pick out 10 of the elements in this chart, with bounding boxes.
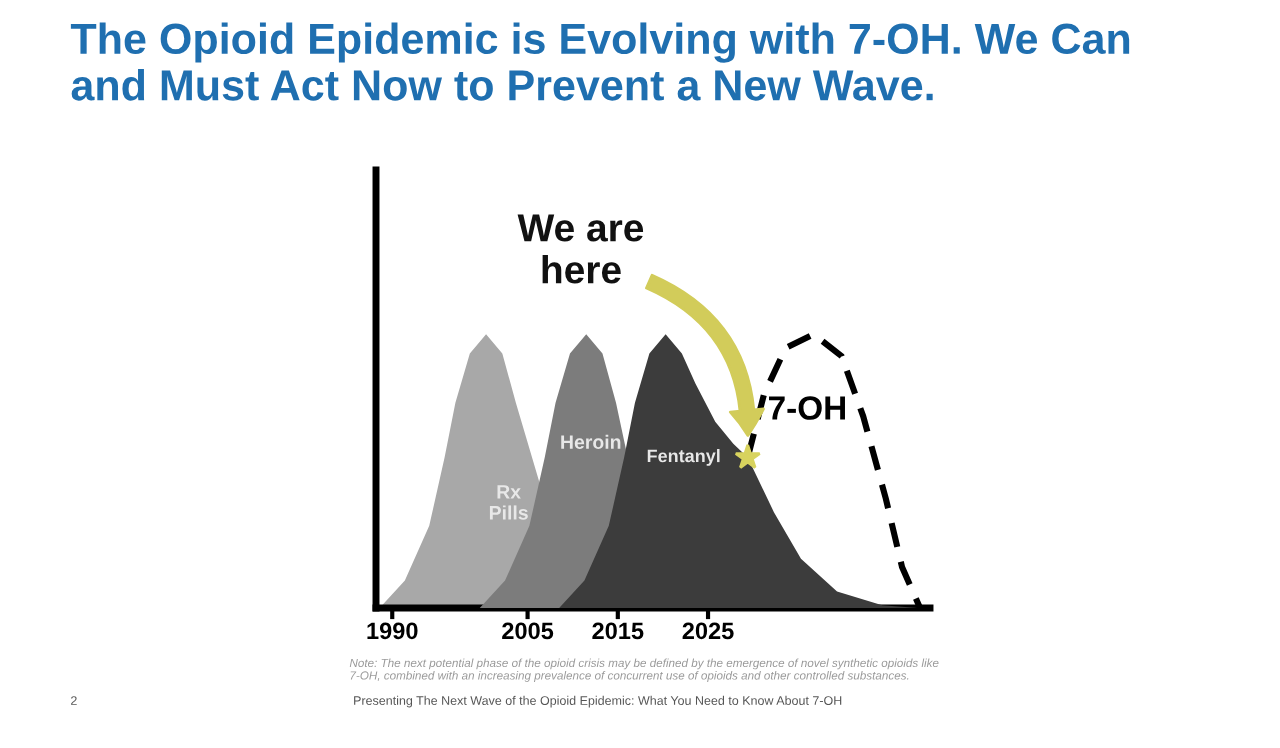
x-tick-label: 2025	[682, 622, 734, 640]
series-label: Rx Pills	[489, 485, 528, 520]
series-label: Fentanyl	[647, 449, 720, 466]
x-tick-label: 1990	[367, 622, 418, 640]
x-tick-label: 2005	[502, 622, 554, 640]
text: We are here	[517, 214, 644, 284]
series-label: Heroin	[561, 434, 621, 449]
chart-title: The Opioid Epidemic is Evolving with 7-OH. We Can and Must Act Now to Prevent a New Wave.	[70, 22, 1130, 101]
series-label: 7-OH	[769, 396, 845, 420]
x-tick-label: 2015	[592, 622, 644, 640]
